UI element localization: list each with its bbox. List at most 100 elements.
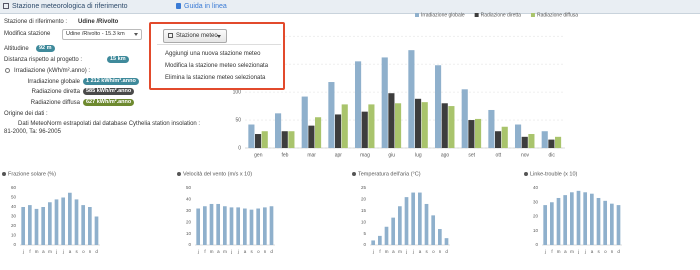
header-icon [3, 3, 9, 9]
x-tick-label: a [42, 249, 45, 254]
x-tick-label: m [570, 249, 574, 254]
x-tick-label: j [372, 249, 374, 254]
radio[interactable] [5, 68, 10, 73]
title-icon [177, 172, 181, 176]
bar [243, 208, 247, 245]
title-icon [524, 172, 528, 176]
chart-title: Velocità del vento (m/s x 10) [183, 171, 252, 177]
bar [468, 120, 475, 148]
bar [404, 197, 409, 245]
y-tick-label: 0 [188, 242, 191, 247]
x-tick-label: a [392, 249, 395, 254]
bar [341, 104, 348, 148]
bar [41, 207, 46, 245]
title-icon [2, 172, 6, 176]
y-tick-label: 10 [11, 233, 17, 238]
legend-swatch [415, 13, 419, 17]
x-tick-label: f [551, 249, 553, 254]
x-tick-label: ago [441, 152, 450, 158]
bar [515, 124, 522, 148]
x-tick-label: n [439, 249, 442, 254]
bar [196, 208, 201, 245]
bar [371, 240, 376, 245]
bar [388, 93, 395, 148]
bar [54, 199, 59, 245]
bar [381, 57, 388, 148]
global-badge: 1 212 kWh/m².anno [83, 78, 139, 85]
origin-label: Origine dei dati : [4, 111, 48, 117]
bar [281, 131, 288, 148]
x-tick-label: j [230, 249, 232, 254]
bar [435, 65, 442, 148]
x-tick-label: mag [360, 152, 370, 158]
y-tick-label: 20 [361, 197, 367, 202]
bar [355, 61, 362, 148]
select-caret [134, 33, 138, 38]
y-tick-label: 10 [361, 219, 367, 224]
bar [335, 114, 342, 148]
x-tick-label: a [564, 249, 567, 254]
bar [431, 215, 436, 245]
x-tick-label: m [210, 249, 214, 254]
global-label: Irradiazione globale [27, 79, 80, 85]
x-tick-label: m [398, 249, 402, 254]
station-select[interactable]: Udine /Rivolto - 15.3 km [62, 29, 142, 40]
x-tick-label: j [55, 249, 57, 254]
header-bar: Stazione meteorologica di riferimento Gu… [0, 0, 700, 14]
y-tick-label: 0 [238, 145, 241, 151]
direct-label: Radiazione diretta [31, 89, 80, 95]
bar [248, 124, 255, 148]
x-tick-label: f [379, 249, 381, 254]
x-tick-label: m [48, 249, 52, 254]
bar [263, 207, 267, 245]
x-tick-label: mar [307, 152, 316, 158]
station-button[interactable]: Stazione meteo [163, 29, 227, 43]
bar [61, 197, 66, 245]
x-tick-label: apr [335, 152, 343, 158]
bar [543, 205, 548, 245]
x-tick-label: d [617, 249, 620, 254]
x-tick-label: j [584, 249, 586, 254]
x-tick-label: giu [388, 152, 395, 158]
menu-item[interactable]: Modifica la stazione meteo selezionata [165, 63, 269, 69]
y-tick-label: 0 [535, 242, 538, 247]
bar [395, 103, 402, 148]
x-tick-label: s [76, 249, 79, 254]
bar [495, 131, 502, 148]
y-tick-label: 50 [11, 195, 17, 200]
bar [209, 203, 214, 245]
edit-icon [168, 33, 173, 38]
button-caret [217, 35, 221, 40]
y-tick-label: 20 [533, 214, 539, 219]
menu-item[interactable]: Elimina la stazione meteo selezionata [165, 75, 266, 81]
bar [556, 197, 561, 245]
bar [501, 126, 508, 148]
x-tick-label: d [95, 249, 98, 254]
bar [368, 104, 375, 148]
y-tick-label: 0 [13, 242, 16, 247]
bar [94, 216, 99, 245]
legend-label: Radiazione diffusa [537, 12, 578, 18]
bar [378, 235, 382, 245]
y-tick-label: 5 [363, 231, 366, 236]
chart-title: Linke-trouble (x 10) [530, 171, 578, 177]
title-icon [352, 172, 356, 176]
y-tick-label: 30 [186, 208, 192, 213]
x-tick-label: j [405, 249, 407, 254]
bar [576, 190, 581, 245]
bar [583, 192, 588, 245]
bar [441, 103, 448, 148]
bar [475, 118, 482, 148]
bar [203, 206, 207, 245]
bar [391, 217, 396, 245]
menu-item[interactable]: Aggiungi una nuova stazione meteo [165, 51, 261, 57]
help-link[interactable]: Guida in linea [184, 3, 227, 10]
bar [424, 203, 429, 245]
bar [603, 200, 608, 245]
altitude-label: Altitudine [4, 46, 29, 52]
x-tick-label: gen [254, 152, 263, 158]
x-tick-label: a [69, 249, 72, 254]
y-tick-label: 25 [361, 185, 367, 190]
